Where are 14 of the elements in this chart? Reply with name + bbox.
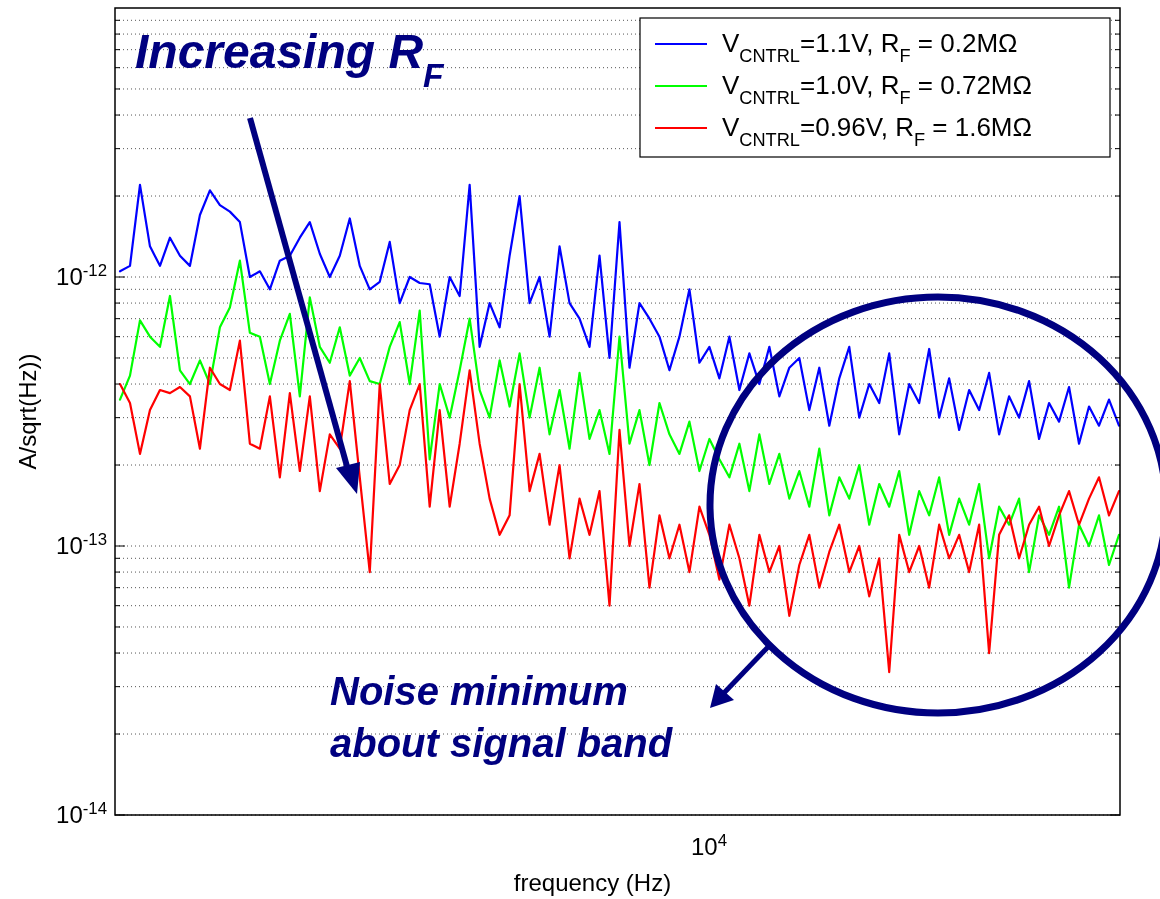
line-series [118,259,1121,589]
y-tick-label: 10$^{-14}$ [56,798,107,828]
line-series [118,339,1121,674]
y-tick-label: 10$^{-13}$ [56,529,107,559]
x-axis-title: frequency (Hz) [513,869,672,896]
y-tick-label: 10$^{-12}$ [56,260,107,290]
text: 10$^{4}$ [690,830,728,860]
annotation: Increasing R$_{F}$ [135,25,446,94]
line-series [118,183,1121,445]
legend-label: V$_{CNTRL}$=0.96V, R$_{F}$ = 1.6MΩ [722,112,1032,150]
y-axis-title: A/sqrt(Hz)) [14,353,41,470]
legend-label: V$_{CNTRL}$=1.0V, R$_{F}$ = 0.72MΩ [722,70,1032,108]
legend-label: V$_{CNTRL}$=1.1V, R$_{F}$ = 0.2MΩ [722,28,1018,66]
annotation: Noise minimum about signal band [330,669,674,765]
